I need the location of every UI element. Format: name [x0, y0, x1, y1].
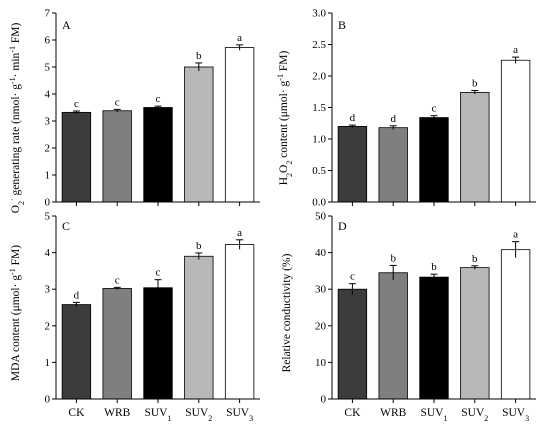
significance-letter: a — [513, 44, 518, 56]
y-tick-label: 1 — [45, 357, 51, 369]
y-tick-label: 2 — [45, 143, 51, 155]
y-tick-label: 2 — [45, 320, 51, 332]
y-tick-label: 30 — [315, 284, 327, 296]
y-tick-label: 3 — [45, 284, 51, 296]
y-tick-label: 5 — [45, 211, 51, 223]
significance-letter: b — [431, 261, 437, 273]
panel-b: B H2O2 content (μmol· g-1 FM) 0.0 0.5 1.0 1… — [276, 8, 536, 209]
y-tick-label: 4 — [45, 247, 51, 259]
bar-d-0 — [337, 288, 368, 400]
panel-c: C MDA content (μmol· g-1 FM) 0 1 2 3 4 5 d c c b a — [8, 211, 260, 406]
significance-letter: b — [196, 50, 202, 62]
bar-c-1 — [102, 288, 132, 400]
y-tick-label: 1.5 — [312, 102, 326, 114]
bar-b-2 — [419, 117, 449, 203]
significance-letter: a — [237, 32, 242, 44]
significance-letter: d — [390, 113, 396, 125]
bar-b-1 — [378, 127, 408, 203]
y-tick-label: 40 — [315, 247, 327, 259]
significance-letter: d — [350, 112, 356, 124]
significance-letter: a — [513, 229, 518, 241]
x-category-label: CK — [344, 407, 361, 419]
x-category-label: SUV3 — [226, 407, 253, 423]
y-tick-label: 7 — [45, 8, 51, 20]
y-tick-label: 0 — [45, 394, 51, 406]
bar-d-3 — [460, 267, 490, 400]
y-tick-label: 0 — [321, 394, 327, 406]
bar-a-1 — [102, 110, 132, 203]
significance-letter: c — [74, 98, 79, 110]
significance-letter: c — [350, 271, 355, 283]
y-tick-label: 1.0 — [312, 134, 326, 146]
bar-d-2 — [419, 276, 449, 400]
panel-letter-c: C — [62, 219, 70, 233]
significance-letter: c — [156, 93, 161, 105]
y-tick-label: 0 — [45, 197, 51, 209]
y-axis-label-c: MDA content (μmol· g-1 FM) — [8, 245, 23, 381]
y-tick-label: 4 — [45, 89, 51, 101]
x-category-label: CK — [68, 407, 85, 419]
bar-b-4 — [500, 59, 531, 203]
bar-a-4 — [224, 47, 255, 203]
significance-letter: a — [237, 227, 242, 239]
bar-b-0 — [337, 126, 368, 203]
x-category-label: SUV3 — [502, 407, 529, 423]
significance-letter: b — [390, 252, 396, 264]
y-tick-label: 1 — [45, 170, 51, 182]
significance-letter: b — [472, 253, 478, 265]
significance-letter: d — [74, 289, 80, 301]
y-axis-label-b: H2O2 content (μmol· g-1 FM) — [276, 51, 294, 186]
panel-letter-a: A — [62, 18, 71, 32]
bar-a-0 — [61, 111, 92, 203]
bar-c-3 — [184, 255, 214, 400]
significance-letter: c — [156, 267, 161, 279]
significance-letter: b — [472, 77, 478, 89]
bar-d-4 — [500, 249, 531, 400]
y-tick-label: 3.0 — [312, 8, 326, 20]
y-tick-label: 5 — [45, 62, 51, 74]
x-category-label: SUV1 — [420, 407, 447, 423]
bar-a-3 — [184, 66, 214, 203]
panel-d: D Relative conductivity (%) 0 10 20 30 40 50 c… — [281, 211, 536, 406]
panel-letter-b: B — [338, 18, 346, 32]
significance-letter: c — [115, 96, 120, 108]
y-tick-label: 20 — [315, 320, 327, 332]
y-tick-label: 10 — [315, 357, 327, 369]
y-tick-label: 0.5 — [312, 165, 326, 177]
y-tick-label: 0.0 — [312, 197, 326, 209]
y-tick-label: 6 — [45, 35, 51, 47]
bar-d-1 — [378, 272, 408, 400]
significance-letter: c — [432, 103, 437, 115]
x-category-label: SUV2 — [461, 407, 488, 423]
y-axis-label-d: Relative conductivity (%) — [281, 253, 293, 372]
x-category-labels: CK WRB SUV1 SUV2 SUV3 CK WRB SUV1 SUV2 SUV3 — [68, 407, 529, 423]
y-tick-label: 2.5 — [312, 39, 326, 51]
y-tick-label: 50 — [315, 211, 327, 223]
bar-c-2 — [143, 287, 173, 400]
panel-letter-d: D — [338, 219, 347, 233]
x-category-label: SUV1 — [144, 407, 171, 423]
x-category-label: SUV2 — [185, 407, 212, 423]
y-tick-label: 3 — [45, 116, 51, 128]
y-tick-label: 2.0 — [312, 71, 326, 83]
bar-c-0 — [61, 304, 92, 400]
bar-b-3 — [460, 91, 490, 203]
bar-a-2 — [143, 107, 173, 203]
x-category-label: WRB — [104, 407, 131, 419]
significance-letter: c — [115, 274, 120, 286]
significance-letter: b — [196, 240, 202, 252]
y-axis-label-a: O2· generating rate (nmol· g-1· min-1 FM… — [8, 23, 26, 214]
panel-a: A O2· generating rate (nmol· g-1· min-1 … — [8, 8, 260, 214]
bar-c-4 — [224, 244, 255, 400]
x-category-label: WRB — [380, 407, 407, 419]
